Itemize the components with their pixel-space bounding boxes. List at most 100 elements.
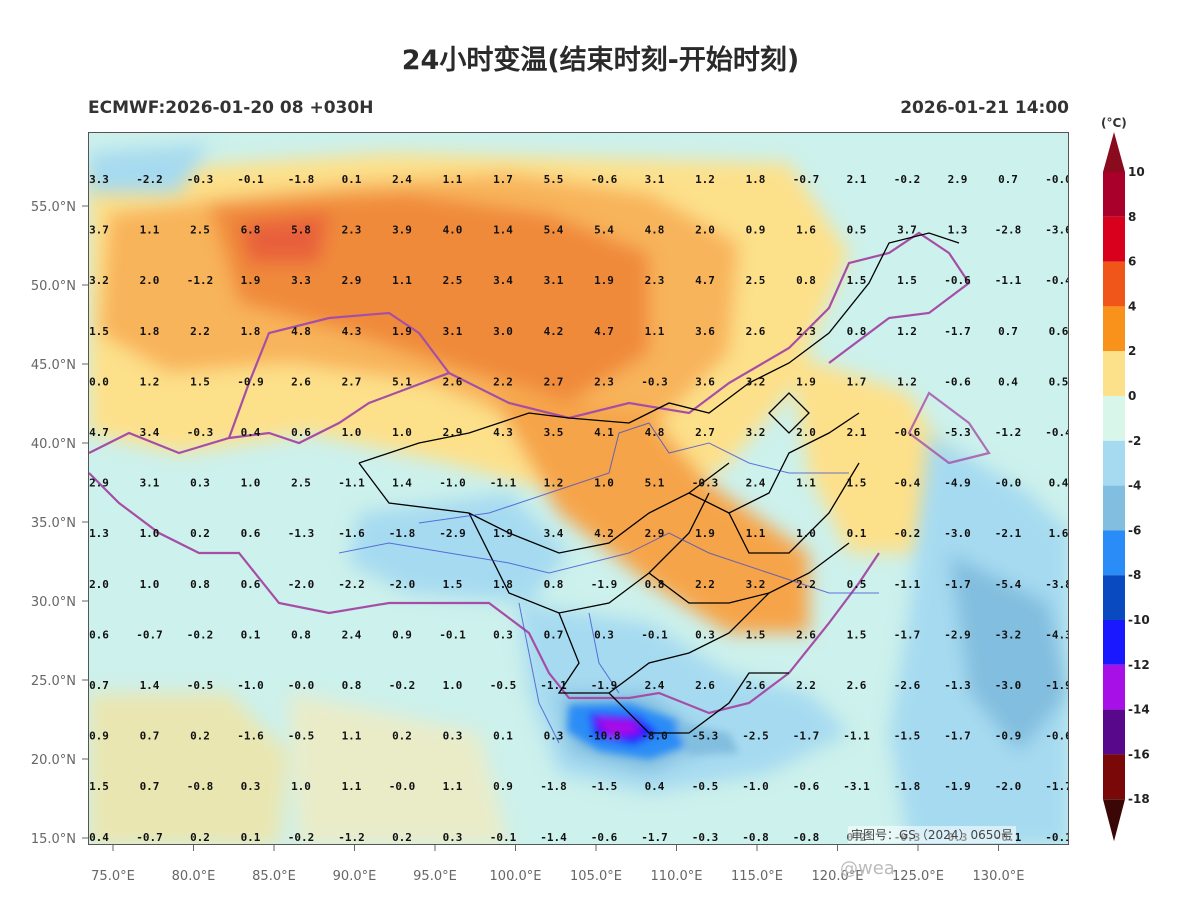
grid-value: 3.1 bbox=[544, 274, 564, 287]
grid-value: 1.6 bbox=[1049, 527, 1069, 540]
latitude-tick-label: 55.0°N bbox=[31, 200, 76, 215]
colorbar-block bbox=[1103, 396, 1125, 441]
colorbar-block bbox=[1103, 172, 1125, 217]
longitude-tick-label: 80.0°E bbox=[172, 869, 216, 884]
colorbar-tick-label: -16 bbox=[1128, 747, 1150, 761]
grid-value: 2.6 bbox=[291, 375, 311, 388]
valid-time-label: 2026-01-21 14:00 bbox=[900, 98, 1069, 118]
grid-value: 4.2 bbox=[594, 527, 614, 540]
weibo-watermark: @wea bbox=[840, 858, 895, 879]
province-borders bbox=[358, 232, 960, 734]
longitude-tick-label: 105.0°E bbox=[570, 869, 622, 884]
grid-value: -0.9 bbox=[237, 375, 264, 388]
grid-value: -0.2 bbox=[894, 173, 921, 186]
grid-value: 2.7 bbox=[695, 426, 715, 439]
grid-value: -2.9 bbox=[439, 527, 466, 540]
longitude-tick-label: 130.0°E bbox=[973, 869, 1025, 884]
grid-value: 5.1 bbox=[392, 375, 412, 388]
grid-value: -1.1 bbox=[995, 274, 1022, 287]
grid-value: 0.7 bbox=[544, 628, 564, 641]
temperature-change-map: 3.3 -2.2 -0.3 -0.1 -1.8 0.1 2.4 1.1 1.7 5.5 -0.6 3.… bbox=[89, 133, 1069, 844]
colorbar-tick-label: 2 bbox=[1128, 344, 1136, 358]
grid-value: -0.5 bbox=[692, 780, 719, 793]
latitude-tick-label: 35.0°N bbox=[31, 516, 76, 531]
grid-value: 3.5 bbox=[544, 426, 564, 439]
grid-value: 4.2 bbox=[544, 325, 564, 338]
grid-value: 0.7 bbox=[89, 679, 109, 692]
grid-value: 1.0 bbox=[392, 426, 412, 439]
latitude-tick-label: 15.0°N bbox=[31, 832, 76, 847]
grid-value: -3.1 bbox=[843, 780, 870, 793]
grid-value: -0.2 bbox=[389, 679, 416, 692]
model-run-label: ECMWF:2026-01-20 08 +030H bbox=[88, 98, 374, 118]
grid-value: 0.9 bbox=[89, 730, 109, 743]
grid-value: 0.5 bbox=[1049, 375, 1069, 388]
colorbar-tick-label: -2 bbox=[1128, 434, 1141, 448]
grid-value: 4.8 bbox=[645, 224, 665, 237]
grid-value: 0.0 bbox=[89, 375, 109, 388]
grid-value: -1.9 bbox=[944, 780, 971, 793]
grid-value: 1.1 bbox=[645, 325, 665, 338]
grid-value: -0.4 bbox=[1045, 274, 1069, 287]
grid-value: -1.3 bbox=[944, 679, 971, 692]
grid-value: -0.2 bbox=[288, 831, 315, 844]
grid-value: 3.3 bbox=[291, 274, 311, 287]
grid-value: 1.9 bbox=[796, 375, 816, 388]
grid-value: 2.0 bbox=[796, 426, 816, 439]
grid-value: 6.8 bbox=[241, 224, 261, 237]
grid-value: 2.2 bbox=[695, 578, 715, 591]
grid-value: 1.1 bbox=[140, 224, 160, 237]
grid-value: 2.2 bbox=[796, 578, 816, 591]
grid-value: 1.1 bbox=[342, 780, 362, 793]
grid-value: 2.1 bbox=[847, 426, 867, 439]
grid-value: 2.9 bbox=[89, 477, 109, 490]
grid-value: 2.6 bbox=[695, 679, 715, 692]
grid-value: -0.4 bbox=[894, 477, 921, 490]
grid-value: 2.3 bbox=[594, 375, 614, 388]
grid-value: -0.1 bbox=[1045, 831, 1069, 844]
grid-value: 0.1 bbox=[342, 173, 362, 186]
map-panel[interactable]: 3.3 -2.2 -0.3 -0.1 -1.8 0.1 2.4 1.1 1.7 5.5 -0.6 3.… bbox=[88, 132, 1069, 845]
grid-value: -2.8 bbox=[995, 224, 1022, 237]
grid-value: 2.7 bbox=[544, 375, 564, 388]
grid-value: 2.5 bbox=[746, 274, 766, 287]
grid-value: 3.1 bbox=[140, 477, 160, 490]
grid-value: 4.8 bbox=[645, 426, 665, 439]
grid-value: -1.2 bbox=[187, 274, 214, 287]
grid-value: -1.0 bbox=[742, 780, 769, 793]
grid-value: -10.8 bbox=[587, 730, 620, 743]
grid-value: -1.6 bbox=[338, 527, 365, 540]
grid-value: -1.9 bbox=[591, 578, 618, 591]
grid-value: 0.7 bbox=[140, 730, 160, 743]
grid-value: 1.0 bbox=[291, 780, 311, 793]
grid-value: -1.2 bbox=[995, 426, 1022, 439]
colorbar-block bbox=[1103, 530, 1125, 576]
grid-value: -1.8 bbox=[540, 780, 567, 793]
grid-value: -5.4 bbox=[995, 578, 1022, 591]
grid-value: 0.3 bbox=[594, 628, 614, 641]
grid-value: 2.1 bbox=[847, 173, 867, 186]
grid-value: 1.5 bbox=[89, 325, 109, 338]
colorbar-top-arrow bbox=[1103, 132, 1125, 172]
colorbar-tick-label: 4 bbox=[1128, 299, 1136, 313]
grid-value: -2.9 bbox=[944, 628, 971, 641]
grid-value: 0.8 bbox=[190, 578, 210, 591]
grid-value: -0.8 bbox=[187, 780, 214, 793]
colorbar-block bbox=[1103, 440, 1125, 486]
grid-value: -4.9 bbox=[944, 477, 971, 490]
grid-value: 4.7 bbox=[695, 274, 715, 287]
grid-value: -3.0 bbox=[944, 527, 971, 540]
grid-value: -0.9 bbox=[995, 730, 1022, 743]
grid-value: -0.1 bbox=[641, 628, 668, 641]
grid-value: -0.1 bbox=[490, 831, 517, 844]
grid-value: -0.6 bbox=[793, 780, 820, 793]
grid-value: 1.5 bbox=[847, 477, 867, 490]
grid-value: 1.9 bbox=[493, 527, 513, 540]
grid-value: -0.7 bbox=[793, 173, 820, 186]
grid-value: -0.3 bbox=[692, 831, 719, 844]
grid-value: 1.2 bbox=[695, 173, 715, 186]
latitude-tick-label: 50.0°N bbox=[31, 279, 76, 294]
grid-value: 1.2 bbox=[140, 375, 160, 388]
grid-value: 2.3 bbox=[645, 274, 665, 287]
station-values: 3.3 -2.2 -0.3 -0.1 -1.8 0.1 2.4 1.1 1.7 5.5 -0.6 3.… bbox=[89, 173, 1069, 844]
